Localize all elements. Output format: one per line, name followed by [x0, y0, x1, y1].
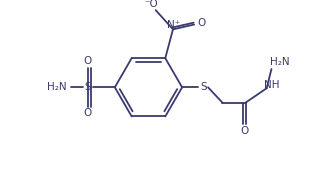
Text: ⁻O: ⁻O: [144, 0, 158, 9]
Text: N⁺: N⁺: [167, 19, 180, 30]
Text: S: S: [84, 82, 91, 92]
Text: NH: NH: [264, 80, 279, 90]
Text: H₂N: H₂N: [270, 57, 290, 67]
Text: O: O: [84, 108, 92, 118]
Text: O: O: [84, 56, 92, 66]
Text: S: S: [200, 82, 206, 92]
Text: O: O: [198, 18, 206, 28]
Text: O: O: [240, 125, 249, 135]
Text: H₂N: H₂N: [47, 82, 67, 92]
